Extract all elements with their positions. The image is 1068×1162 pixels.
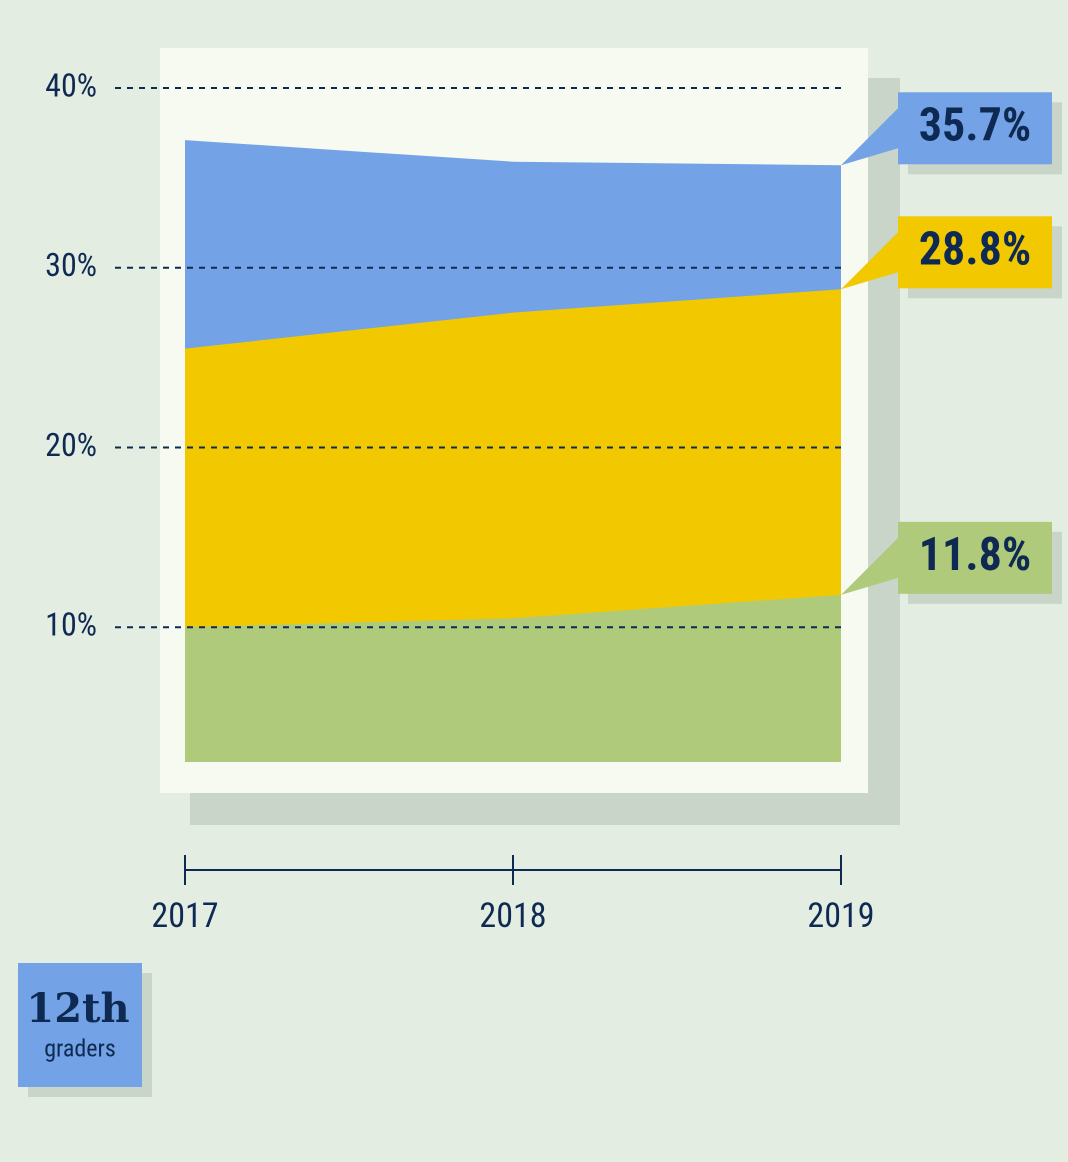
callout xyxy=(841,108,898,166)
x-tick-label: 2019 xyxy=(807,896,874,936)
badge-title: 12th xyxy=(26,985,129,1032)
callout xyxy=(841,232,898,290)
value-label: 35.7% xyxy=(919,98,1031,152)
value-label: 28.8% xyxy=(919,222,1031,276)
label-box xyxy=(898,92,1052,165)
x-tick-label: 2017 xyxy=(151,896,218,936)
badge-subtitle: graders xyxy=(44,1034,116,1062)
x-tick-label: 2018 xyxy=(479,896,546,936)
value-label: 11.8% xyxy=(919,528,1031,582)
label-box xyxy=(898,521,1052,594)
callout xyxy=(841,537,898,595)
badge xyxy=(18,963,142,1087)
label-box xyxy=(898,216,1052,289)
y-tick-label: 30% xyxy=(45,246,97,284)
y-tick-label: 40% xyxy=(45,66,97,104)
y-tick-label: 20% xyxy=(45,426,97,464)
y-tick-label: 10% xyxy=(45,606,97,644)
area xyxy=(185,594,841,762)
